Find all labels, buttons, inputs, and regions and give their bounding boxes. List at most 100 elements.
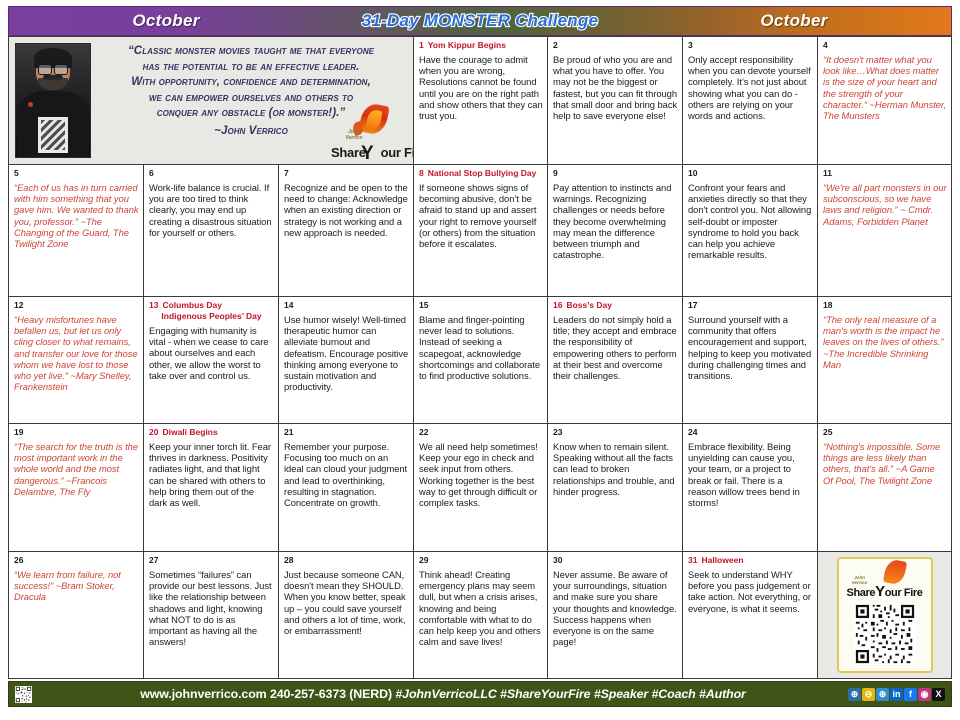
- day-cell-4[interactable]: 4 “It doesn't matter what you look like…W…: [818, 37, 952, 165]
- day-cell-2[interactable]: 2 Be proud of who you are and what you ha…: [548, 37, 683, 165]
- day-cell-15[interactable]: 15 Blame and finger-pointing never lead t…: [414, 297, 548, 424]
- day-number-20: 20 Diwali Begins: [149, 427, 218, 437]
- day-number-5: 5: [14, 168, 19, 178]
- calendar-row-4: 19 “The search for the truth is the most …: [9, 424, 952, 552]
- day-cell-17[interactable]: 17 Surround yourself with a community tha…: [683, 297, 818, 424]
- day-cell-5[interactable]: 5 “Each of us has in turn carried with hi…: [9, 165, 144, 297]
- email-icon[interactable]: ⊖: [862, 687, 875, 701]
- day-number-1: 1 Yom Kippur Begins: [419, 40, 506, 50]
- day-number-8: 8 National Stop Bullying Day: [419, 168, 537, 178]
- day-number-2: 2: [553, 40, 558, 50]
- day-cell-8[interactable]: 8 National Stop Bullying Day If someone sh…: [414, 165, 548, 297]
- footer-hashtag-3[interactable]: #Speaker: [593, 687, 649, 701]
- day-text-8: If someone shows signs of becoming abusi…: [419, 182, 537, 250]
- qr-code-icon[interactable]: [852, 603, 918, 665]
- social-links: ⊕ ⊖ ⊕ in f ◉ X: [848, 687, 945, 701]
- header-banner: October 31-Day MONSTER Challenge October: [8, 6, 952, 36]
- john-verrico-photo: [15, 43, 91, 158]
- day-cell-31[interactable]: 31 Halloween Seek to understand WHY before…: [683, 552, 818, 679]
- linkedin-icon[interactable]: in: [890, 687, 903, 701]
- logo-big-y: Y: [361, 143, 374, 164]
- day-number-31: 31 Halloween: [688, 555, 744, 565]
- day-cell-30[interactable]: 30 Never assume. Be aware of your surroun…: [548, 552, 683, 679]
- day-cell-6[interactable]: 6 Work-life balance is crucial. If you ar…: [144, 165, 279, 297]
- facebook-icon[interactable]: f: [904, 687, 917, 701]
- day-number-24: 24: [688, 427, 698, 437]
- intro-line-3: With opportunity, confidence and determi…: [131, 75, 371, 89]
- day-cell-10[interactable]: 10 Confront your fears and anxieties dire…: [683, 165, 818, 297]
- holiday-label-8: National Stop Bullying Day: [427, 168, 537, 178]
- day-cell-1[interactable]: 1 Yom Kippur Begins Have the courage to ad…: [414, 37, 548, 165]
- qr-logo: John Verrico ShareYour Fire: [839, 558, 931, 600]
- day-cell-24[interactable]: 24 Embrace flexibility. Being unyielding …: [683, 424, 818, 552]
- day-text-23: Know when to remain silent. Speaking wit…: [553, 441, 675, 497]
- qr-promo-cell[interactable]: John Verrico ShareYour Fire: [818, 552, 952, 679]
- day-cell-3[interactable]: 3 Only accept responsibility when you can…: [683, 37, 818, 165]
- day-number-16: 16 Boss’s Day: [553, 300, 612, 310]
- day-number-25: 25: [823, 427, 833, 437]
- day-cell-19[interactable]: 19 “The search for the truth is the most …: [9, 424, 144, 552]
- day-number-30: 30: [553, 555, 563, 565]
- x-twitter-icon[interactable]: X: [932, 687, 945, 701]
- day-cell-28[interactable]: 28 Just because someone CAN, doesn't mean…: [279, 552, 414, 679]
- day-cell-13[interactable]: 13 Columbus Day Indigenous Peoples’ Day Eng…: [144, 297, 279, 424]
- day-cell-21[interactable]: 21 Remember your purpose. Focusing too mu…: [279, 424, 414, 552]
- day-text-11: “We're all part monsters in our subconsc…: [823, 182, 947, 227]
- website-icon[interactable]: ⊕: [876, 687, 889, 701]
- qr-card[interactable]: John Verrico ShareYour Fire: [836, 557, 933, 673]
- day-cell-22[interactable]: 22 We all need help sometimes! Keep your …: [414, 424, 548, 552]
- day-number-15: 15: [419, 300, 429, 310]
- day-cell-25[interactable]: 25 “Nothing's impossible. Some things are…: [818, 424, 952, 552]
- day-number-22: 22: [419, 427, 429, 437]
- day-cell-29[interactable]: 29 Think ahead! Creating emergency plans …: [414, 552, 548, 679]
- footer-hashtag-5[interactable]: #Author: [698, 687, 746, 701]
- day-cell-20[interactable]: 20 Diwali Begins Keep your inner torch lit…: [144, 424, 279, 552]
- day-cell-18[interactable]: 18 “The only real measure of a man's wort…: [818, 297, 952, 424]
- day-cell-26[interactable]: 26 “We learn from failure, not success!” …: [9, 552, 144, 679]
- web-globe-icon[interactable]: ⊕: [848, 687, 861, 701]
- qr-logo-name-2: Verrico: [851, 580, 868, 585]
- day-cell-16[interactable]: 16 Boss’s Day Leaders do not simply hold a…: [548, 297, 683, 424]
- day-cell-14[interactable]: 14 Use humor wisely! Well-timed therapeut…: [279, 297, 414, 424]
- day-number-7: 7: [284, 168, 289, 178]
- share-your-fire-logo: JohnVerrico Share our Fire Y: [331, 101, 413, 164]
- day-number-28: 28: [284, 555, 294, 565]
- intro-quote-cell: “Classic monster movies taught me that e…: [9, 37, 414, 165]
- day-text-25: “Nothing's impossible. Some things are l…: [823, 441, 941, 486]
- day-cell-23[interactable]: 23 Know when to remain silent. Speaking w…: [548, 424, 683, 552]
- banner-month-right: October: [637, 11, 951, 31]
- footer-hashtag-2[interactable]: #ShareYourFire: [500, 687, 591, 701]
- day-text-6: Work-life balance is crucial. If you are…: [149, 182, 272, 238]
- holiday-label-1: Yom Kippur Begins: [427, 40, 506, 50]
- day-number-26: 26: [14, 555, 24, 565]
- intro-line-1: “Classic monster movies taught me that e…: [127, 44, 375, 57]
- day-text-3: Only accept responsibility when you can …: [688, 54, 811, 122]
- day-number-18: 18: [823, 300, 833, 310]
- banner-title-center: 31-Day MONSTER Challenge: [323, 10, 637, 31]
- day-text-13: Engaging with humanity is vital - when w…: [149, 325, 269, 381]
- footer-qr-icon[interactable]: [15, 685, 32, 703]
- day-text-5: “Each of us has in turn carried with him…: [14, 182, 139, 250]
- footer-hashtag-4[interactable]: #Coach: [651, 687, 696, 701]
- instagram-icon[interactable]: ◉: [918, 687, 931, 701]
- day-cell-27[interactable]: 27 Sometimes “failures” can provide our b…: [144, 552, 279, 679]
- footer-hashtag-1[interactable]: #JohnVerricoLLC: [395, 687, 497, 701]
- challenge-title: 31-Day MONSTER Challenge: [361, 10, 599, 31]
- day-text-17: Surround yourself with a community that …: [688, 314, 812, 382]
- qr-logo-text: ShareYour Fire: [839, 583, 931, 600]
- day-text-7: Recognize and be open to the need to cha…: [284, 182, 408, 238]
- day-text-29: Think ahead! Creating emergency plans ma…: [419, 569, 541, 648]
- day-text-22: We all need help sometimes! Keep your eg…: [419, 441, 538, 509]
- footer-website[interactable]: www.johnverrico.com: [140, 687, 267, 701]
- day-cell-12[interactable]: 12 “Heavy misfortunes have befallen us, b…: [9, 297, 144, 424]
- day-number-13: 13 Columbus Day: [149, 300, 222, 310]
- day-cell-11[interactable]: 11 “We're all part monsters in our subcon…: [818, 165, 952, 297]
- holiday-label2-13: Indigenous Peoples’ Day: [161, 311, 262, 321]
- intro-line-4: we can empower ourselves and others to: [148, 90, 354, 104]
- day-cell-9[interactable]: 9 Pay attention to instincts and warnings…: [548, 165, 683, 297]
- day-cell-7[interactable]: 7 Recognize and be open to the need to ch…: [279, 165, 414, 297]
- holiday-label-31: Halloween: [701, 555, 744, 565]
- footer-contact-text: www.johnverrico.com 240-257-6373 (NERD) …: [38, 687, 848, 701]
- day-number-10: 10: [688, 168, 698, 178]
- logo-name-1: John: [348, 129, 360, 135]
